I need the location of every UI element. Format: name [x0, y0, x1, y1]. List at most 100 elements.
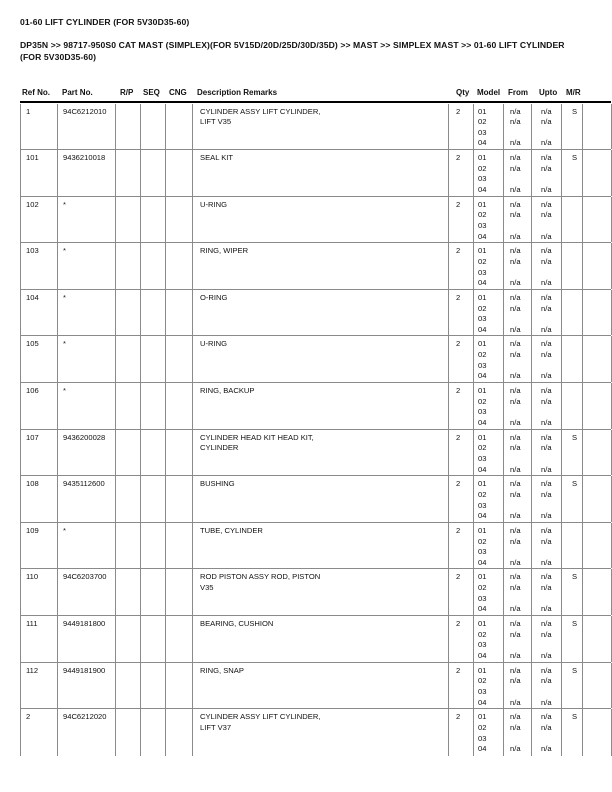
spacer-cell [583, 429, 612, 476]
upto-line: n/a [541, 278, 552, 288]
model-cell: 01 02 03 04 [474, 196, 504, 243]
cng-cell [166, 289, 193, 336]
models-line: 04 [478, 511, 487, 521]
upto-line: n/a [541, 371, 552, 381]
qty-cell: 2 [449, 616, 474, 662]
ref-no-cell: 102 [21, 196, 58, 243]
mr-cell [562, 336, 583, 383]
desc-line: CYLINDER HEAD KIT HEAD KIT, [200, 432, 314, 442]
models-line: 04 [478, 138, 487, 148]
upto-line [541, 640, 561, 651]
qty-cell: 2 [449, 243, 474, 289]
models-line: 01 [478, 246, 487, 256]
from-line: n/a [510, 386, 521, 396]
desc-line: LIFT V37 [200, 722, 232, 732]
from-line [510, 221, 531, 232]
from-cell: n/a n/a n/a [504, 383, 532, 429]
models-line: 02 [478, 350, 487, 360]
from-line [510, 128, 531, 139]
from-cell: n/a n/a n/a [504, 662, 532, 709]
models-line: 01 [478, 712, 487, 722]
seq-cell [141, 569, 166, 616]
mr-cell: S [562, 709, 583, 756]
mr-cell: S [562, 476, 583, 522]
from-cell: n/a n/a n/a [504, 522, 532, 569]
cng-cell [166, 429, 193, 476]
upto-line: n/a [541, 117, 552, 127]
upto-line [541, 734, 561, 745]
upto-line [541, 407, 561, 418]
mr-cell: S [562, 103, 583, 150]
upto-line [541, 361, 561, 372]
from-line: n/a [510, 138, 521, 148]
description-cell: ROD PISTON ASSY ROD, PISTON V35 [193, 569, 449, 616]
upto-line: n/a [541, 697, 552, 707]
table-row: 106 * RING, BACKUP 2 01 02 03 04 n/a n/a n/a … [20, 383, 612, 430]
cng-cell [166, 709, 193, 756]
ref-no-cell: 103 [21, 243, 58, 289]
desc-line: V35 [200, 583, 214, 593]
mr-cell: S [562, 616, 583, 662]
model-cell: 01 02 03 04 [474, 709, 504, 756]
models-line: 02 [478, 676, 487, 686]
from-cell: n/a n/a n/a [504, 150, 532, 196]
table-row: 105 * U-RING 2 01 02 03 04 n/a n/a n/a n/a n/a… [20, 336, 612, 384]
from-line: n/a [510, 536, 521, 546]
models-line: 02 [478, 629, 487, 639]
ref-no-cell: 1 [21, 103, 58, 150]
model-cell: 01 02 03 04 [474, 103, 504, 150]
rp-cell [116, 476, 141, 522]
description-cell: CYLINDER HEAD KIT HEAD KIT, CYLINDER [193, 429, 449, 476]
table-row: 107 9436200028 CYLINDER HEAD KIT HEAD KI… [20, 429, 612, 477]
upto-line: n/a [541, 604, 552, 614]
upto-line: n/a [541, 489, 552, 499]
upto-cell: n/a n/a n/a [532, 569, 562, 616]
models-line: 03 [478, 733, 487, 743]
qty-cell: 2 [449, 336, 474, 383]
upto-line [541, 454, 561, 465]
upto-cell: n/a n/a n/a [532, 429, 562, 476]
desc-line: SEAL KIT [200, 153, 234, 163]
upto-cell: n/a n/a n/a [532, 150, 562, 196]
column-header-description: Description Remarks [197, 88, 278, 97]
seq-cell [141, 429, 166, 476]
from-line [510, 687, 531, 698]
part-no-cell: 94C6203700 [58, 569, 116, 616]
models-line: 04 [478, 278, 487, 288]
upto-cell: n/a n/a n/a [532, 196, 562, 243]
model-cell: 01 02 03 04 [474, 336, 504, 383]
spacer-cell [583, 243, 612, 289]
from-line: n/a [510, 106, 521, 116]
from-line: n/a [510, 557, 521, 567]
desc-line: BUSHING [200, 479, 235, 489]
from-line: n/a [510, 278, 521, 288]
rp-cell [116, 289, 141, 336]
from-line: n/a [510, 665, 521, 675]
rp-cell [116, 616, 141, 662]
part-no-cell: 9436200028 [58, 429, 116, 476]
from-line: n/a [510, 697, 521, 707]
column-header-mr: M/R [566, 88, 581, 97]
upto-line: n/a [541, 443, 552, 453]
cng-cell [166, 150, 193, 196]
upto-line: n/a [541, 479, 552, 489]
upto-line: n/a [541, 418, 552, 428]
desc-line: TUBE, CYLINDER [200, 525, 263, 535]
models-line: 04 [478, 324, 487, 334]
part-no-cell: 9435112600 [58, 476, 116, 522]
rp-cell [116, 569, 141, 616]
models-line: 02 [478, 722, 487, 732]
from-line [510, 501, 531, 512]
model-cell: 01 02 03 04 [474, 476, 504, 522]
models-line: 01 [478, 665, 487, 675]
table-row: 111 9449181800 BEARING, CUSHION 2 01 02 03… [20, 616, 612, 663]
model-cell: 01 02 03 04 [474, 289, 504, 336]
rp-cell [116, 662, 141, 709]
part-no-cell: * [58, 522, 116, 569]
from-line: n/a [510, 583, 521, 593]
table-row: 1 94C6212010 CYLINDER ASSY LIFT CYLINDER… [20, 103, 612, 151]
upto-line: n/a [541, 583, 552, 593]
column-header-spacer [582, 84, 611, 101]
from-line: n/a [510, 650, 521, 660]
